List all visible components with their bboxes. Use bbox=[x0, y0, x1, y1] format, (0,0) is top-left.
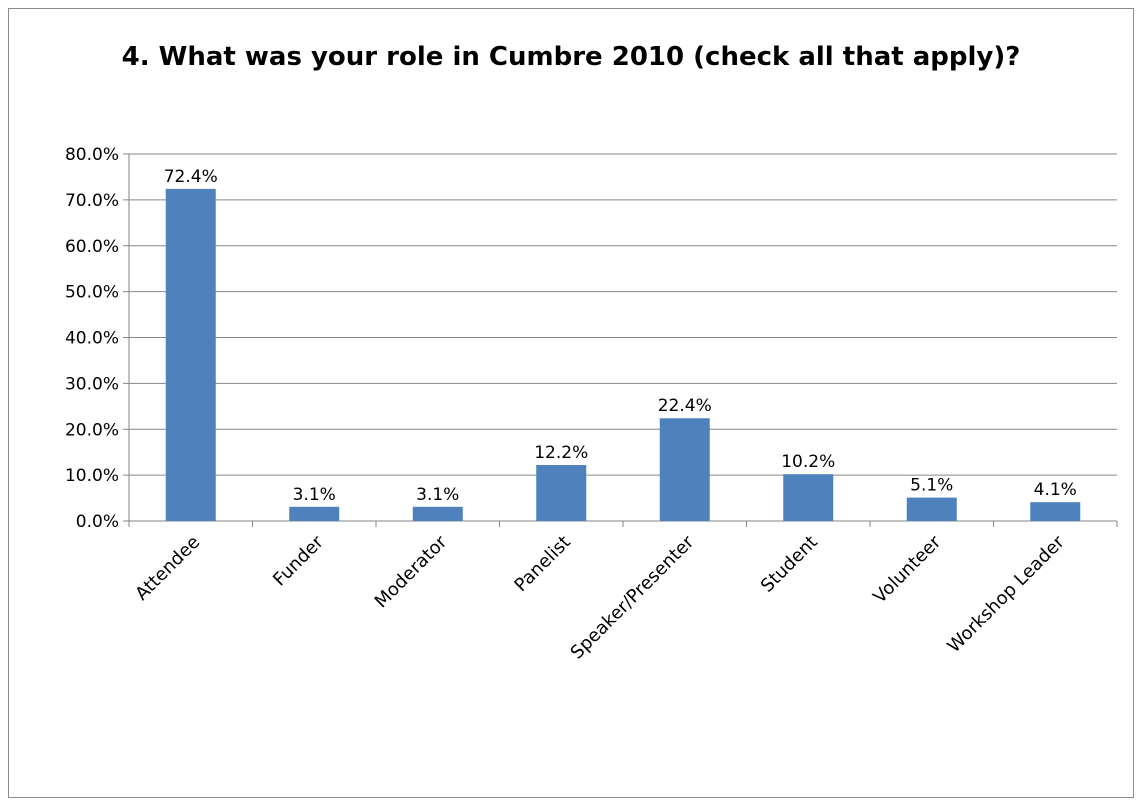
bar bbox=[289, 506, 340, 521]
bar bbox=[536, 465, 587, 521]
bar bbox=[1030, 502, 1081, 521]
category-label: Workshop Leader bbox=[943, 531, 1069, 657]
category-label: Volunteer bbox=[869, 531, 945, 607]
data-label: 3.1% bbox=[293, 485, 336, 505]
category-label: Panelist bbox=[510, 532, 574, 596]
category-label: Student bbox=[757, 532, 822, 597]
y-tick-label: 20.0% bbox=[65, 420, 119, 440]
category-label: Attendee bbox=[131, 532, 204, 605]
y-tick-label: 40.0% bbox=[65, 329, 119, 349]
bar bbox=[165, 188, 216, 522]
data-label: 12.2% bbox=[534, 443, 588, 463]
bar bbox=[906, 497, 957, 521]
y-tick-label: 10.0% bbox=[65, 466, 119, 486]
y-tick-label: 70.0% bbox=[65, 191, 119, 211]
category-label: Speaker/Presenter bbox=[567, 531, 699, 663]
data-label: 72.4% bbox=[164, 167, 218, 187]
category-label: Funder bbox=[269, 531, 328, 590]
bar bbox=[783, 474, 834, 521]
y-tick-label: 0.0% bbox=[76, 512, 119, 532]
data-label: 3.1% bbox=[416, 485, 459, 505]
y-tick-label: 80.0% bbox=[65, 145, 119, 165]
data-label: 22.4% bbox=[658, 396, 712, 416]
category-label: Moderator bbox=[371, 531, 452, 612]
data-label: 4.1% bbox=[1034, 480, 1077, 500]
data-label: 10.2% bbox=[781, 452, 835, 472]
chart-title: 4. What was your role in Cumbre 2010 (ch… bbox=[121, 42, 1021, 72]
bar bbox=[659, 418, 710, 521]
y-tick-label: 30.0% bbox=[65, 374, 119, 394]
y-tick-label: 60.0% bbox=[65, 237, 119, 257]
bar bbox=[412, 506, 463, 521]
data-label: 5.1% bbox=[910, 476, 953, 496]
y-tick-label: 50.0% bbox=[65, 283, 119, 303]
